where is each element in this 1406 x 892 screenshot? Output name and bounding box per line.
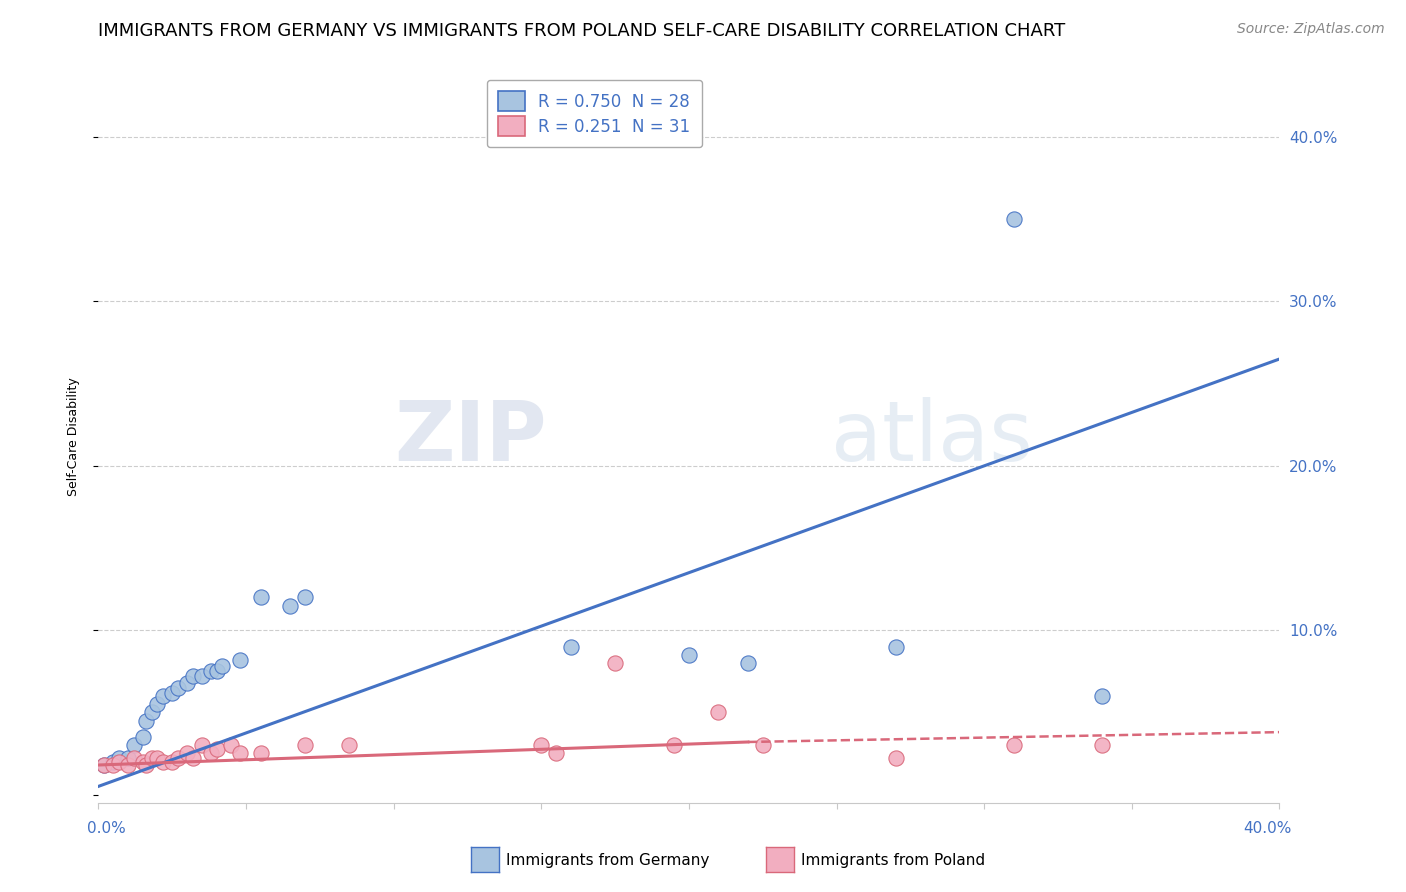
Point (152, 689, 174, 703)
Point (339, 739, 360, 753)
Point (176, 747, 198, 761)
Point (122, 739, 145, 753)
Point (205, 741, 228, 756)
Point (117, 758, 139, 772)
Legend: R = 0.750  N = 28, R = 0.251  N = 31: R = 0.750 N = 28, R = 0.251 N = 31 (486, 79, 702, 147)
Point (294, 739, 316, 753)
Point (181, 669, 204, 683)
Point (167, 681, 190, 695)
Point (152, 755, 174, 769)
Text: Source: ZipAtlas.com: Source: ZipAtlas.com (1237, 22, 1385, 37)
Text: 40.0%: 40.0% (1243, 821, 1291, 836)
Point (884, 751, 907, 765)
Point (678, 648, 700, 662)
Point (146, 697, 169, 711)
Point (294, 591, 316, 605)
Point (162, 686, 183, 700)
Point (176, 675, 198, 690)
Point (278, 599, 302, 613)
Text: ZIP: ZIP (395, 397, 547, 477)
Text: 0.0%: 0.0% (87, 821, 125, 836)
Point (167, 751, 190, 765)
Point (135, 758, 157, 772)
Point (229, 747, 252, 761)
Point (108, 755, 131, 769)
Point (191, 669, 214, 683)
Point (122, 751, 145, 765)
Point (103, 755, 125, 769)
Point (707, 706, 730, 720)
Point (141, 706, 163, 720)
Text: IMMIGRANTS FROM GERMANY VS IMMIGRANTS FROM POLAND SELF-CARE DISABILITY CORRELATI: IMMIGRANTS FROM GERMANY VS IMMIGRANTS FR… (98, 22, 1066, 40)
Point (546, 747, 568, 761)
Point (200, 747, 222, 761)
Point (605, 656, 627, 670)
Point (250, 747, 273, 761)
Point (93, 758, 115, 772)
Point (229, 653, 252, 667)
Point (146, 751, 169, 765)
Point (132, 730, 155, 744)
Point (1091, 739, 1114, 753)
Point (181, 751, 204, 765)
Point (884, 640, 907, 654)
Point (103, 758, 125, 772)
Point (93, 758, 115, 772)
Point (219, 739, 242, 753)
Point (1091, 689, 1114, 703)
Point (108, 751, 131, 765)
Point (135, 714, 157, 728)
Point (191, 739, 214, 753)
Point (1002, 739, 1025, 753)
Text: Immigrants from Poland: Immigrants from Poland (801, 854, 986, 868)
Text: atlas: atlas (831, 397, 1032, 477)
Point (1002, 212, 1025, 227)
Point (560, 640, 582, 654)
Point (737, 656, 759, 670)
Point (664, 739, 686, 753)
Point (250, 591, 273, 605)
Point (141, 751, 163, 765)
Point (117, 751, 139, 765)
Y-axis label: Self-Care Disability: Self-Care Disability (67, 377, 80, 497)
Point (200, 665, 222, 679)
Point (162, 755, 183, 769)
Point (205, 665, 228, 679)
Point (751, 739, 773, 753)
Text: Immigrants from Germany: Immigrants from Germany (506, 854, 710, 868)
Point (211, 659, 233, 673)
Point (530, 739, 553, 753)
Point (132, 755, 155, 769)
